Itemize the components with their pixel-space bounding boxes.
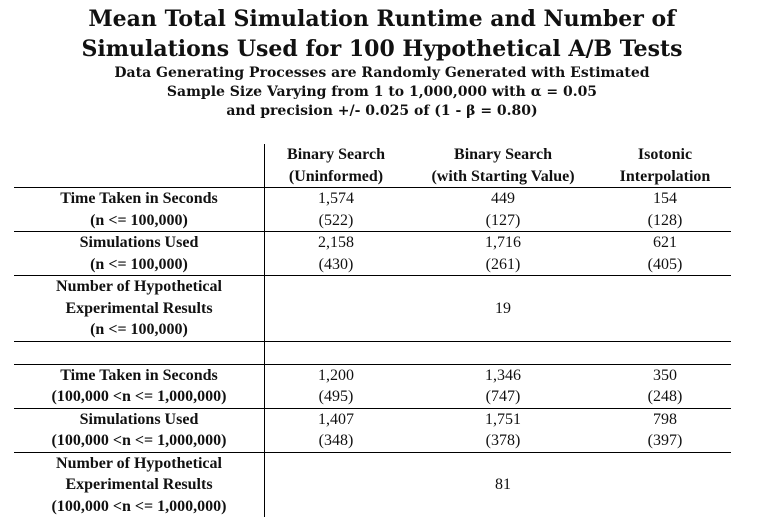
table-cell bbox=[264, 275, 407, 341]
table-cell: (405) bbox=[647, 255, 683, 273]
row-label: (n <= 100,000) bbox=[14, 209, 265, 232]
row-label-line: Experimental Results bbox=[65, 299, 213, 317]
table-row: Number of Hypothetical Experimental Resu… bbox=[14, 275, 731, 341]
row-label-line: (n <= 100,000) bbox=[90, 321, 188, 338]
subtitle-line-3: and precision +/- 0.025 of (1 - β = 0.80… bbox=[226, 103, 538, 119]
subtitle-line-2: Sample Size Varying from 1 to 1,000,000 … bbox=[166, 84, 598, 100]
table-row: (n <= 100,000) (430) (261) (405) bbox=[14, 253, 731, 276]
row-label-line: Experimental Results bbox=[65, 476, 213, 493]
table-cell bbox=[599, 451, 731, 517]
row-label: (n <= 100,000) bbox=[14, 253, 265, 276]
row-label bbox=[14, 340, 265, 364]
column-header-uninformed: Binary Search (Uninformed) bbox=[265, 144, 408, 188]
table-cell bbox=[599, 340, 731, 364]
table-cell: 2,158 bbox=[264, 231, 407, 254]
column-header-line: Binary Search bbox=[454, 146, 552, 163]
column-header-line: Interpolation bbox=[619, 167, 711, 185]
table-cell: 81 bbox=[407, 451, 599, 517]
table-cell: 449 bbox=[407, 187, 599, 210]
row-label-line: (100,000 <n <= 1,000,000) bbox=[51, 497, 227, 515]
column-header-line: Binary Search bbox=[287, 146, 385, 163]
table-cell: 1,716 bbox=[407, 231, 599, 254]
table-row: (100,000 <n <= 1,000,000) (348) (378) (3… bbox=[14, 430, 731, 452]
table-cell: (248) bbox=[647, 388, 683, 405]
results-table: Binary Search (Uninformed) Binary Search… bbox=[14, 144, 731, 517]
title-line-2: Simulations Used for 100 Hypothetical A/… bbox=[81, 36, 683, 62]
table-cell: (495) bbox=[318, 388, 354, 405]
row-label: (100,000 <n <= 1,000,000) bbox=[14, 430, 265, 452]
table-caption: Mean Total Simulation Runtime and Number… bbox=[0, 0, 764, 121]
table-cell: 1,346 bbox=[407, 363, 599, 386]
subtitle-line-1: Data Generating Processes are Randomly G… bbox=[114, 65, 650, 81]
row-label: Time Taken in Seconds bbox=[14, 363, 265, 386]
table-cell: (128) bbox=[647, 211, 683, 229]
table-row: Simulations Used 1,407 1,751 798 bbox=[14, 407, 731, 430]
row-label-line: Number of Hypothetical bbox=[56, 278, 222, 295]
table-row: Number of Hypothetical Experimental Resu… bbox=[14, 451, 731, 517]
table-cell: 1,574 bbox=[264, 187, 407, 210]
row-label: Simulations Used bbox=[14, 231, 265, 254]
row-label: (100,000 <n <= 1,000,000) bbox=[14, 386, 265, 408]
header-row: Binary Search (Uninformed) Binary Search… bbox=[14, 144, 731, 188]
row-label: Number of Hypothetical Experimental Resu… bbox=[14, 451, 265, 517]
table-cell: (430) bbox=[318, 255, 354, 273]
table-cell: 154 bbox=[599, 187, 731, 210]
corner-cell bbox=[14, 144, 265, 188]
table-cell: 621 bbox=[599, 231, 731, 254]
table-row: Time Taken in Seconds 1,200 1,346 350 bbox=[14, 363, 731, 386]
table-row: Time Taken in Seconds 1,574 449 154 bbox=[14, 187, 731, 210]
table-row: (n <= 100,000) (522) (127) (128) bbox=[14, 209, 731, 232]
table-cell bbox=[599, 275, 731, 341]
table-cell: 1,751 bbox=[407, 407, 599, 430]
table-cell: (261) bbox=[485, 255, 521, 273]
column-header-isotonic: Isotonic Interpolation bbox=[599, 144, 731, 188]
table-cell: 1,200 bbox=[264, 363, 407, 386]
table-cell: (397) bbox=[647, 432, 683, 449]
table-cell: 1,407 bbox=[264, 407, 407, 430]
table-cell: 19 bbox=[407, 275, 599, 341]
spacer-row bbox=[14, 340, 731, 364]
table-row: (100,000 <n <= 1,000,000) (495) (747) (2… bbox=[14, 386, 731, 408]
table-cell: (348) bbox=[318, 432, 354, 449]
column-header-line: (Uninformed) bbox=[288, 167, 384, 185]
row-label: Simulations Used bbox=[14, 407, 265, 430]
column-header-starting-value: Binary Search (with Starting Value) bbox=[407, 144, 599, 188]
table-cell: 350 bbox=[599, 363, 731, 386]
row-label-line: Number of Hypothetical bbox=[56, 454, 222, 472]
title-line-1: Mean Total Simulation Runtime and Number… bbox=[88, 6, 676, 32]
table-title: Mean Total Simulation Runtime and Number… bbox=[0, 4, 764, 64]
row-label: Time Taken in Seconds bbox=[14, 187, 265, 210]
row-label: Number of Hypothetical Experimental Resu… bbox=[14, 275, 265, 341]
table-cell: (522) bbox=[318, 211, 354, 229]
table-cell bbox=[407, 340, 599, 364]
table-cell: 798 bbox=[599, 407, 731, 430]
table-cell: (127) bbox=[485, 211, 521, 229]
table-cell: (747) bbox=[485, 388, 521, 405]
table-cell: (378) bbox=[485, 432, 521, 449]
table-cell bbox=[264, 340, 407, 364]
table-subtitle: Data Generating Processes are Randomly G… bbox=[0, 64, 764, 121]
table-cell bbox=[264, 451, 407, 517]
column-header-line: Isotonic bbox=[637, 146, 693, 163]
table-row: Simulations Used 2,158 1,716 621 bbox=[14, 231, 731, 254]
column-header-line: (with Starting Value) bbox=[431, 167, 575, 185]
